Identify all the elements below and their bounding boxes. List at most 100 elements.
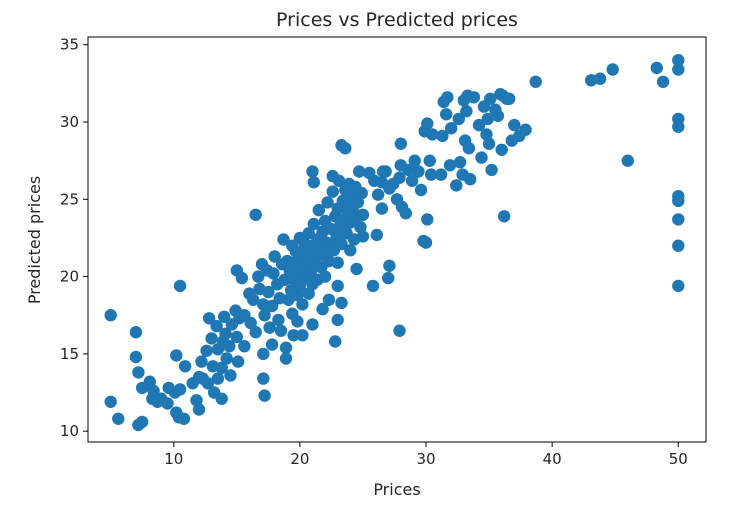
y-axis-label: Predicted prices — [25, 176, 44, 304]
data-point — [321, 196, 334, 209]
data-point — [306, 165, 319, 178]
data-point — [302, 227, 315, 240]
data-point — [326, 185, 339, 198]
data-point — [201, 377, 214, 390]
plot-frame — [87, 36, 707, 443]
data-point — [484, 92, 497, 106]
y-tick-label: 25 — [60, 190, 79, 208]
data-point — [132, 366, 145, 379]
data-point — [482, 137, 496, 150]
data-point — [211, 372, 225, 385]
data-point — [274, 324, 288, 337]
data-point — [104, 309, 117, 322]
data-point — [219, 327, 232, 340]
data-point — [307, 176, 320, 189]
data-point — [350, 262, 363, 276]
data-point — [192, 403, 206, 416]
data-point — [421, 117, 434, 130]
data-point — [258, 389, 271, 402]
data-point — [195, 355, 208, 368]
data-point — [356, 230, 370, 243]
data-point — [495, 143, 508, 156]
data-point — [421, 213, 434, 226]
data-point — [464, 173, 477, 186]
data-point — [508, 118, 521, 132]
data-points — [104, 54, 685, 432]
data-point — [329, 335, 342, 348]
data-point — [467, 91, 481, 104]
data-point — [235, 271, 249, 285]
data-point — [170, 349, 183, 362]
data-point — [173, 279, 187, 293]
data-point — [423, 154, 436, 167]
data-point — [383, 259, 396, 272]
data-point — [393, 324, 406, 337]
data-point — [210, 319, 223, 333]
data-point — [491, 109, 505, 123]
data-point — [672, 120, 685, 133]
data-point — [257, 347, 270, 361]
data-point — [331, 256, 344, 269]
data-point — [672, 279, 685, 293]
y-tick-label: 10 — [60, 422, 79, 440]
data-point — [450, 179, 463, 192]
data-point — [291, 315, 304, 328]
data-point — [316, 302, 329, 316]
data-point — [224, 369, 237, 382]
plot-area: 10 20 30 40 50 10 15 20 25 30 35 — [60, 36, 707, 468]
data-point — [322, 293, 336, 306]
chart-title: Prices vs Predicted prices — [276, 9, 518, 31]
data-point — [252, 270, 265, 283]
data-point — [366, 279, 380, 293]
data-point — [173, 383, 187, 396]
data-point — [452, 112, 465, 126]
data-point — [263, 321, 276, 334]
data-point — [441, 91, 454, 104]
data-point — [238, 340, 251, 353]
data-point — [503, 92, 516, 106]
data-point — [331, 313, 344, 327]
data-point — [519, 123, 532, 136]
data-point — [472, 118, 486, 132]
x-axis-label: Prices — [373, 480, 420, 499]
data-point — [445, 122, 458, 135]
data-point — [129, 350, 143, 364]
data-point — [672, 194, 685, 208]
data-point — [434, 168, 448, 181]
data-point — [481, 112, 494, 126]
data-point — [312, 203, 325, 217]
data-point — [277, 233, 290, 246]
data-point — [382, 271, 395, 285]
data-point — [414, 183, 428, 197]
data-point — [318, 270, 332, 283]
data-point — [353, 165, 366, 178]
x-tick-label: 10 — [164, 450, 183, 468]
data-point — [205, 332, 218, 345]
data-point — [307, 217, 320, 231]
data-point — [344, 244, 357, 257]
data-point — [440, 108, 453, 121]
data-point — [335, 237, 348, 251]
data-point — [394, 137, 407, 150]
data-point — [370, 228, 383, 242]
data-point — [129, 326, 143, 339]
x-tick-label: 50 — [669, 450, 688, 468]
data-point — [258, 309, 271, 322]
x-tick-label: 40 — [543, 450, 562, 468]
y-tick-label: 35 — [60, 36, 79, 54]
data-point — [287, 329, 300, 342]
data-point — [339, 142, 352, 155]
data-point — [306, 318, 319, 331]
y-tick-label: 15 — [60, 345, 79, 363]
data-point — [419, 236, 433, 249]
data-point — [375, 176, 389, 189]
data-point — [215, 392, 228, 405]
data-point — [375, 202, 389, 215]
data-point — [279, 352, 293, 365]
y-axis-ticks: 10 15 20 25 30 35 — [60, 36, 88, 440]
data-point — [265, 299, 279, 313]
data-point — [262, 285, 275, 299]
data-point — [326, 169, 339, 183]
x-tick-label: 30 — [416, 450, 435, 468]
